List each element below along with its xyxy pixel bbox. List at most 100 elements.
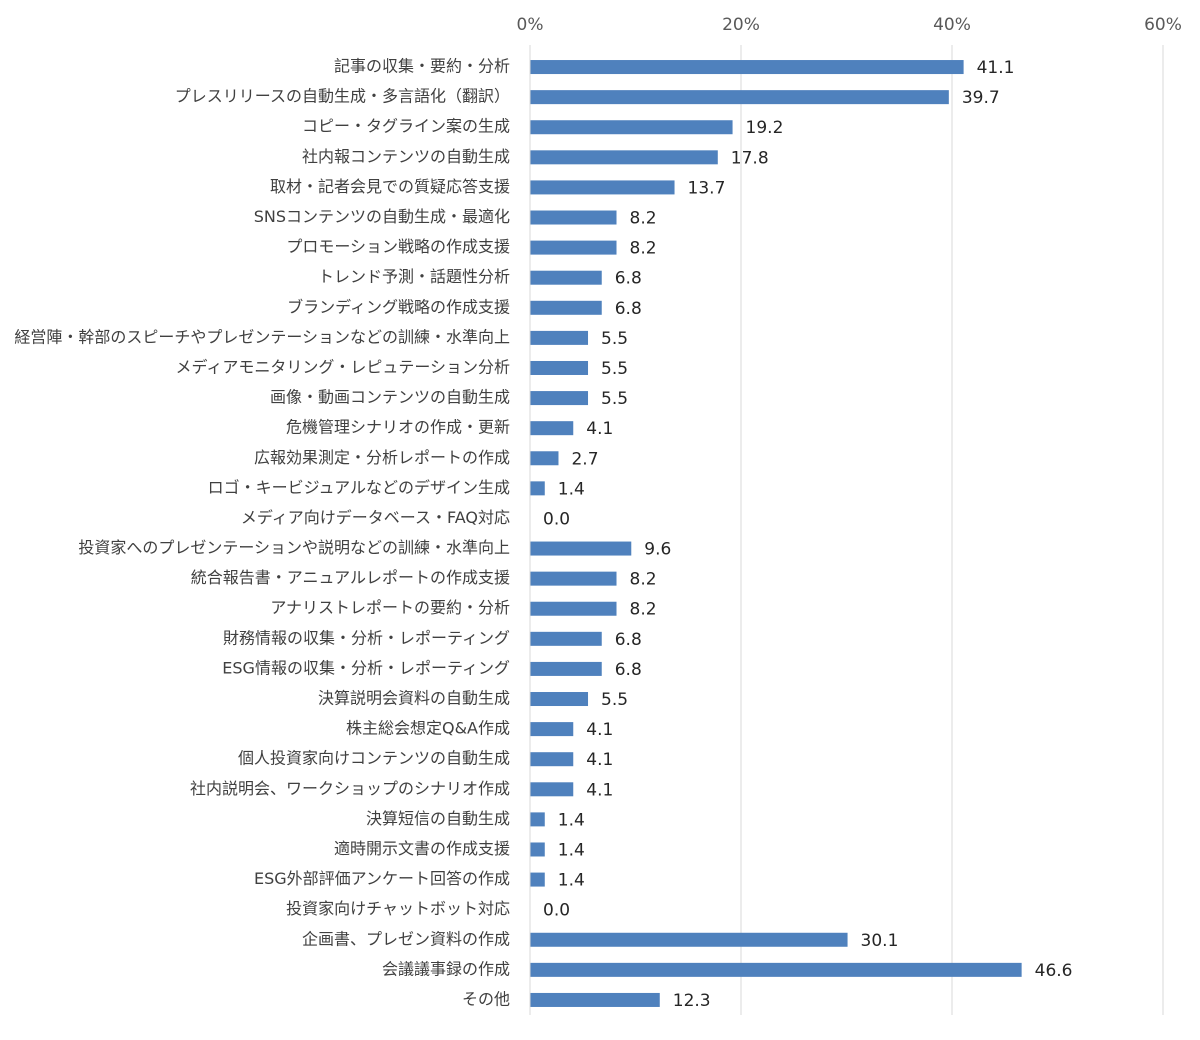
category-label: プロモーション戦略の作成支援 [286, 237, 510, 256]
category-label: メディアモニタリング・レピュテーション分析 [175, 357, 510, 376]
bar [530, 421, 574, 436]
bar [530, 451, 559, 466]
value-label: 0.0 [543, 509, 570, 529]
category-label: 画像・動画コンテンツの自動生成 [270, 388, 510, 407]
bar [530, 180, 675, 195]
value-label: 19.2 [746, 118, 784, 138]
value-label: 6.8 [615, 269, 642, 289]
value-label: 8.2 [630, 600, 657, 620]
bar [530, 210, 617, 225]
bar [530, 150, 718, 165]
bar [530, 812, 545, 827]
category-label: ブランディング戦略の作成支援 [287, 297, 510, 316]
bar [530, 391, 589, 406]
value-label: 5.5 [601, 359, 628, 379]
category-label: 個人投資家向けコンテンツの自動生成 [238, 749, 510, 768]
bar [530, 571, 617, 586]
category-label: 決算短信の自動生成 [366, 809, 510, 828]
category-label: 危機管理シナリオの作成・更新 [286, 418, 510, 437]
category-label: 記事の収集・要約・分析 [334, 57, 510, 76]
value-label: 1.4 [558, 871, 585, 891]
bar [530, 872, 545, 887]
category-label: 決算説明会資料の自動生成 [318, 689, 510, 708]
value-label: 8.2 [630, 239, 657, 259]
value-label: 13.7 [688, 178, 726, 198]
value-label: 6.8 [615, 299, 642, 319]
bar [530, 932, 848, 947]
category-label: プレスリリースの自動生成・多言語化（翻訳） [175, 87, 510, 106]
bar [530, 60, 964, 75]
category-label: ロゴ・キービジュアルなどのデザイン生成 [208, 478, 510, 497]
value-label: 5.5 [601, 329, 628, 349]
category-label: 投資家へのプレゼンテーションや説明などの訓練・水準向上 [78, 538, 510, 557]
value-label: 4.1 [586, 419, 613, 439]
value-label: 6.8 [615, 660, 642, 680]
category-label: 統合報告書・アニュアルレポートの作成支援 [191, 568, 510, 587]
bar [530, 842, 545, 857]
bar [530, 330, 589, 345]
value-label: 46.6 [1035, 961, 1073, 981]
value-label: 5.5 [601, 690, 628, 710]
category-label: ESG情報の収集・分析・レポーティング [222, 658, 510, 677]
bar [530, 300, 602, 315]
category-label: コピー・タグライン案の生成 [302, 117, 510, 136]
x-tick-label: 20% [722, 15, 760, 35]
bar [530, 360, 589, 375]
value-label: 5.5 [601, 389, 628, 409]
value-label: 30.1 [861, 931, 899, 951]
bar [530, 240, 617, 255]
value-label: 9.6 [644, 540, 671, 560]
value-label: 41.1 [977, 58, 1015, 78]
category-label: 社内説明会、ワークショップのシナリオ作成 [190, 779, 510, 798]
bar [530, 631, 602, 646]
category-label: トレンド予測・話題性分析 [318, 267, 510, 286]
value-label: 8.2 [630, 209, 657, 229]
value-label: 2.7 [571, 449, 598, 469]
value-label: 4.1 [586, 750, 613, 770]
value-label: 1.4 [558, 810, 585, 830]
x-tick-label: 60% [1144, 15, 1182, 35]
bar [530, 692, 589, 707]
value-label: 39.7 [962, 88, 1000, 108]
bar [530, 541, 632, 556]
x-tick-label: 0% [517, 15, 544, 35]
bar [530, 661, 602, 676]
bar [530, 722, 574, 737]
category-label: SNSコンテンツの自動生成・最適化 [254, 207, 510, 226]
category-label: ESG外部評価アンケート回答の作成 [254, 869, 510, 888]
bar [530, 782, 574, 797]
bar [530, 120, 733, 135]
value-label: 1.4 [558, 840, 585, 860]
value-label: 6.8 [615, 630, 642, 650]
category-label: 広報効果測定・分析レポートの作成 [254, 448, 510, 467]
category-label: その他 [462, 989, 510, 1008]
bar [530, 962, 1022, 977]
value-label: 8.2 [630, 570, 657, 590]
category-label: メディア向けデータベース・FAQ対応 [241, 508, 510, 527]
bar [530, 270, 602, 285]
value-label: 12.3 [673, 991, 711, 1011]
category-label: アナリストレポートの要約・分析 [270, 598, 510, 617]
bar [530, 481, 545, 496]
category-label: 財務情報の収集・分析・レポーティング [223, 628, 510, 647]
category-label: 会議議事録の作成 [382, 959, 510, 978]
category-label: 適時開示文書の作成支援 [334, 839, 510, 858]
value-label: 0.0 [543, 901, 570, 921]
category-label: 株主総会想定Q&A作成 [346, 719, 510, 738]
bar [530, 992, 660, 1007]
bar [530, 752, 574, 767]
value-label: 4.1 [586, 720, 613, 740]
category-label: 社内報コンテンツの自動生成 [302, 147, 510, 166]
category-label: 企画書、プレゼン資料の作成 [302, 929, 510, 948]
value-label: 17.8 [731, 148, 769, 168]
value-label: 4.1 [586, 780, 613, 800]
category-label: 取材・記者会見での質疑応答支援 [270, 177, 510, 196]
bar [530, 90, 949, 105]
bar [530, 601, 617, 616]
x-tick-label: 40% [933, 15, 971, 35]
value-label: 1.4 [558, 479, 585, 499]
category-label: 経営陣・幹部のスピーチやプレゼンテーションなどの訓練・水準向上 [14, 327, 510, 346]
category-label: 投資家向けチャットボット対応 [286, 899, 510, 918]
